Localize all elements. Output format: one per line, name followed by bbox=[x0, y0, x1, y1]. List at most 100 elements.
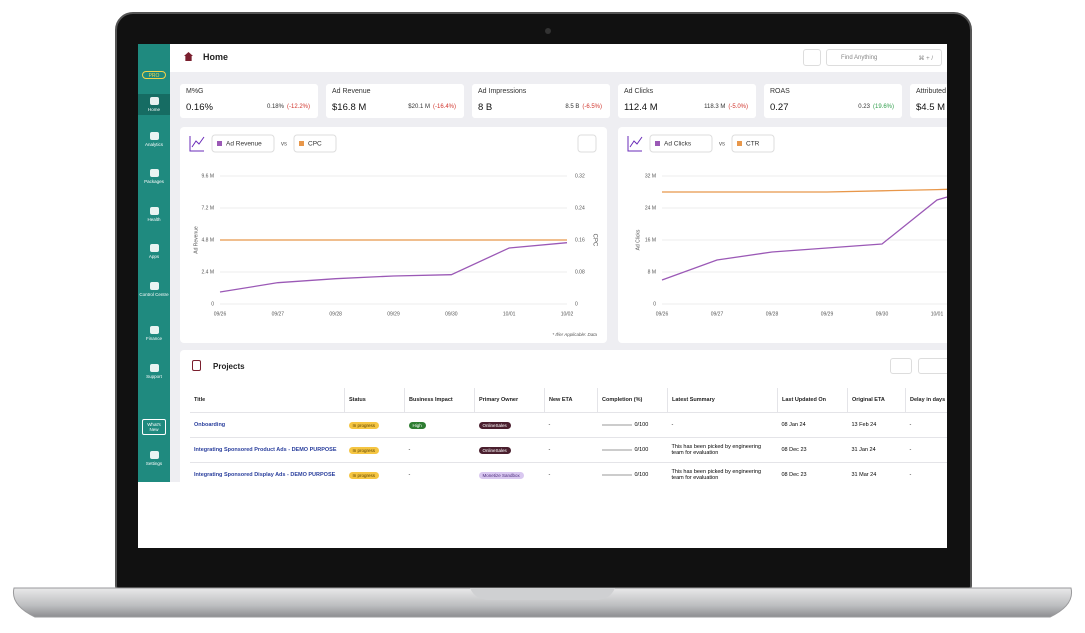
nav-label: Health bbox=[147, 217, 161, 222]
vs-label: vs bbox=[281, 142, 287, 148]
table-search[interactable] bbox=[918, 358, 947, 374]
nav-icon bbox=[149, 326, 159, 334]
table-cell: 08 Dec 23 bbox=[777, 462, 848, 482]
chart-icon bbox=[189, 136, 205, 152]
table-cell: Monetize Sandbox bbox=[474, 462, 545, 482]
nav-item[interactable]: Home bbox=[138, 94, 170, 115]
table-cell: - bbox=[404, 462, 475, 482]
nav-item[interactable]: Packages bbox=[138, 169, 170, 184]
kpi-card[interactable]: Ad Revenue $16.8 M $20.1 M (-16.4%) bbox=[326, 84, 464, 118]
table-row[interactable]: Onboarding In progress High OnlineSales - 0/1… bbox=[190, 412, 947, 438]
compare-dropdown[interactable] bbox=[731, 134, 775, 153]
table-cell: - bbox=[544, 462, 598, 482]
table-cell: In progress bbox=[344, 437, 405, 463]
compare-label: CTR bbox=[746, 141, 760, 148]
header-row: Title Status Business Impact Primary Owner N… bbox=[190, 388, 947, 413]
table-cell: High bbox=[404, 412, 475, 438]
x-tick-label: 09/30 bbox=[876, 311, 889, 317]
search-box[interactable]: Find Anything ⌘ + / bbox=[826, 49, 942, 66]
series-line bbox=[219, 242, 568, 293]
cell-text: 08 Dec 23 bbox=[781, 447, 807, 453]
y2-tick-label: 0.24 bbox=[575, 205, 585, 211]
metric-label: Ad Revenue bbox=[226, 141, 262, 148]
kpi-card[interactable]: M%G 0.16% 0.18% (-12.2%) bbox=[180, 84, 318, 118]
nav-item[interactable]: Analytics bbox=[138, 132, 170, 147]
project-title: Onboarding bbox=[194, 422, 226, 428]
kpi-card[interactable]: Attributed Revenue $4.5 M bbox=[910, 84, 947, 118]
column-header: Status bbox=[344, 388, 405, 413]
kpi-label: Ad Revenue bbox=[332, 88, 371, 95]
compare-dropdown[interactable] bbox=[293, 134, 337, 153]
x-tick-label: 10/02 bbox=[561, 311, 574, 317]
nav-item[interactable]: Apps bbox=[138, 244, 170, 259]
kpi-card[interactable]: ROAS 0.27 0.23 (19.6%) bbox=[764, 84, 902, 118]
projects-icon bbox=[192, 360, 201, 371]
kpi-previous: $20.1 M bbox=[408, 104, 430, 110]
kpi-value: 112.4 M bbox=[624, 102, 658, 113]
table-cell: Integrating Sponsored Product Ads - DEMO… bbox=[190, 437, 345, 463]
column-header: Title bbox=[190, 388, 345, 413]
table-cell: OnlineSales bbox=[474, 437, 545, 463]
y-axis-label: Ad Revenue bbox=[193, 226, 199, 254]
kpi-card[interactable]: Ad Impressions 8 B 8.5 B (-6.5%) bbox=[472, 84, 610, 118]
y-tick-label: 16 M bbox=[645, 237, 656, 243]
column-header: Primary Owner bbox=[474, 388, 545, 413]
y-axis-label: Ad Clicks bbox=[635, 229, 641, 250]
projects-panel: Projects Title Status Business Impact Prima… bbox=[180, 350, 947, 482]
completion: 0/100 bbox=[634, 472, 649, 478]
nav-icon bbox=[149, 132, 159, 140]
impact-badge: High bbox=[408, 421, 426, 429]
theme-toggle[interactable] bbox=[803, 49, 821, 66]
nav-item[interactable]: Finance bbox=[138, 326, 170, 341]
owner-badge: OnlineSales bbox=[478, 421, 511, 429]
metric-dropdown[interactable] bbox=[649, 134, 713, 153]
cell-text: - bbox=[909, 447, 912, 453]
nav-item[interactable]: What's New bbox=[142, 419, 166, 435]
kpi-label: ROAS bbox=[770, 88, 790, 95]
kpi-card[interactable]: Ad Clicks 112.4 M 118.3 M (-5.0%) bbox=[618, 84, 756, 118]
nav-label: Packages bbox=[144, 179, 164, 184]
projects-table: Title Status Business Impact Primary Owner N… bbox=[190, 388, 947, 482]
download-button[interactable] bbox=[577, 134, 597, 153]
status-badge: In progress bbox=[348, 471, 380, 479]
vs-label: vs bbox=[719, 142, 725, 148]
nav-item[interactable]: Health bbox=[138, 207, 170, 222]
table-row[interactable]: Integrating Sponsored Display Ads - DEMO… bbox=[190, 462, 947, 482]
status-badge: In progress bbox=[348, 421, 380, 429]
project-title: Integrating Sponsored Display Ads - DEMO… bbox=[194, 472, 336, 478]
column-header: Latest Summary bbox=[667, 388, 778, 413]
kpi-compare: $20.1 M (-16.4%) bbox=[408, 104, 456, 110]
chart-panel: Ad Clicks vs CTR 0 8 M 16 M 24 M 32 M 09/26 09/27… bbox=[618, 127, 947, 343]
cell-text: This has been picked by engineering team… bbox=[671, 444, 762, 456]
laptop-base bbox=[12, 587, 1073, 618]
kpi-compare: 0.23 (19.6%) bbox=[858, 104, 894, 110]
cell-text: This has been picked by engineering team… bbox=[671, 469, 762, 481]
nav-item[interactable]: Control Centre bbox=[138, 282, 170, 297]
column-header: Completion (%) bbox=[597, 388, 668, 413]
table-cell: This has been picked by engineering team… bbox=[667, 437, 778, 463]
table-cell: 31 Mar 24 bbox=[847, 462, 906, 482]
nav-icon bbox=[149, 207, 159, 215]
nav-item[interactable]: Settings bbox=[138, 451, 170, 466]
cell-text: - bbox=[909, 472, 912, 478]
metric-dropdown[interactable] bbox=[211, 134, 275, 153]
table-cell: Onboarding bbox=[190, 412, 345, 438]
table-cell: - bbox=[905, 437, 947, 463]
owner-badge: Monetize Sandbox bbox=[478, 471, 524, 479]
kpi-previous: 8.5 B bbox=[565, 104, 580, 110]
nav-icon bbox=[149, 451, 159, 459]
table-row[interactable]: Integrating Sponsored Product Ads - DEMO… bbox=[190, 437, 947, 463]
table-cell: 0/100 bbox=[597, 462, 668, 482]
completion: 0/100 bbox=[634, 422, 649, 428]
kpi-value: $16.8 M bbox=[332, 102, 367, 113]
column-header: Last Updated On bbox=[777, 388, 848, 413]
nav-label: Settings bbox=[145, 461, 163, 466]
nav-item[interactable]: Support bbox=[138, 364, 170, 379]
kpi-change: (-16.4%) bbox=[432, 104, 456, 110]
kpi-label: M%G bbox=[186, 88, 204, 95]
cell-text: 13 Feb 24 bbox=[851, 422, 877, 428]
x-tick-label: 09/26 bbox=[656, 311, 669, 317]
y2-tick-label: 0.16 bbox=[575, 237, 585, 243]
kpi-compare: 0.18% (-12.2%) bbox=[267, 104, 310, 110]
table-menu[interactable] bbox=[890, 358, 912, 374]
